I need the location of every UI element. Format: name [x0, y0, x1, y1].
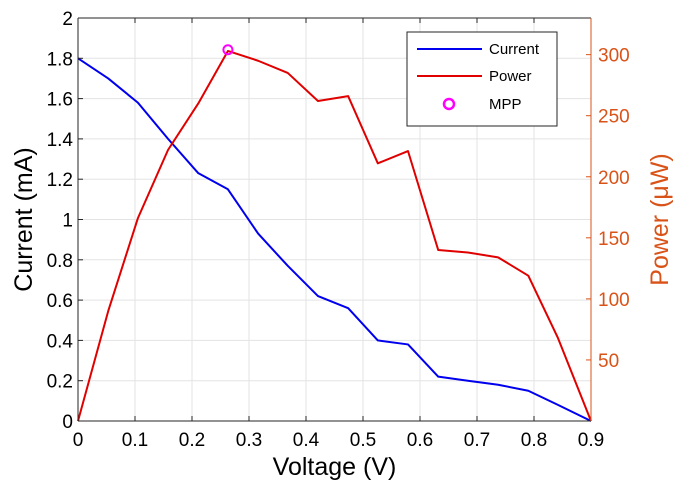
y-left-tick-label: 1 — [62, 211, 73, 232]
x-tick-label: 0.3 — [236, 430, 262, 451]
y-axis-right-title: Power (μW) — [646, 153, 674, 285]
tick-labels: 0 0.1 0.2 0.3 0.4 0.5 0.6 0.7 0.8 0.9 0 0.2 0.4 0.6 0.… — [47, 9, 630, 451]
series-layer — [77, 44, 592, 422]
legend-current-label: Current — [489, 41, 540, 58]
y-left-tick-label: 1.2 — [47, 170, 73, 191]
x-tick-label: 0.1 — [122, 430, 148, 451]
x-tick-label: 0.4 — [293, 430, 320, 451]
x-tick-label: 0.9 — [578, 430, 604, 451]
y-left-tick-label: 0 — [62, 412, 73, 433]
legend-mpp-label: MPP — [489, 96, 522, 113]
legend: Current Power MPP — [406, 31, 558, 127]
y-right-tick-label: 50 — [598, 351, 619, 372]
y-right-tick-label: 300 — [598, 46, 630, 67]
y-axis-left-title: Current (mA) — [10, 147, 38, 291]
axes — [77, 17, 592, 422]
x-tick-label: 0.7 — [464, 430, 490, 451]
y-left-tick-label: 1.8 — [47, 49, 73, 70]
x-tick-label: 0.8 — [521, 430, 547, 451]
y-left-tick-label: 0.4 — [47, 331, 74, 352]
x-tick-label: 0.2 — [179, 430, 205, 451]
legend-box — [406, 31, 558, 127]
y-left-tick-label: 0.6 — [47, 291, 73, 312]
power-line — [77, 49, 592, 422]
y-left-tick-label: 0.8 — [47, 251, 73, 272]
y-right-tick-label: 250 — [598, 107, 630, 128]
y-right-tick-label: 150 — [598, 229, 630, 250]
y-right-tick-label: 200 — [598, 168, 630, 189]
y-right-tick-label: 100 — [598, 290, 630, 311]
x-tick-label: 0.6 — [407, 430, 433, 451]
y-left-tick-label: 1.6 — [47, 90, 73, 111]
legend-power-label: Power — [489, 68, 532, 85]
y-left-tick-label: 0.2 — [47, 372, 73, 393]
x-axis-title: Voltage (V) — [273, 453, 397, 481]
y-left-tick-label: 2 — [62, 9, 73, 30]
mpp-marker — [222, 44, 234, 56]
y-left-tick-label: 1.4 — [47, 130, 74, 151]
x-tick-label: 0 — [73, 430, 84, 451]
current-line — [77, 57, 592, 422]
legend-mpp-swatch — [442, 97, 456, 111]
x-tick-label: 0.5 — [350, 430, 376, 451]
